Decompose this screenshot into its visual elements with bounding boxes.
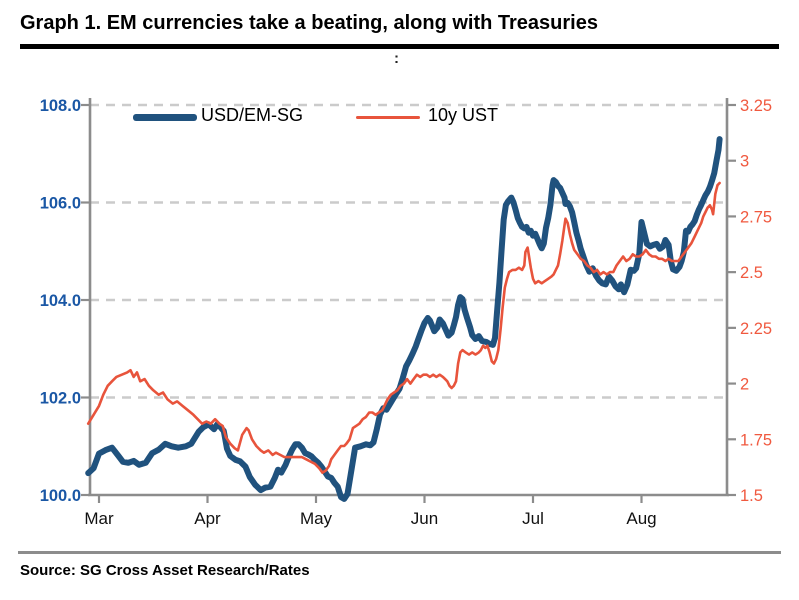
- title-underline: [20, 44, 779, 49]
- left-axis-label-106: 106.0: [40, 195, 81, 213]
- right-axis-label-2.75: 2.75: [740, 208, 772, 226]
- x-axis-label-Mar: Mar: [84, 509, 114, 528]
- x-axis-label-Aug: Aug: [626, 509, 656, 528]
- right-axis-label-2.5: 2.5: [740, 264, 763, 282]
- source-divider: [18, 551, 781, 554]
- legend-swatch-10y-ust: [356, 116, 420, 119]
- chart-plot-area: 108.0 106.0 104.0 102.0 100.0 3.25 3 2.75 2.5 2.2…: [40, 97, 772, 528]
- left-axis-label-104: 104.0: [40, 292, 81, 310]
- x-axis-label-May: May: [300, 509, 333, 528]
- x-axis-label-Apr: Apr: [194, 509, 221, 528]
- stray-colon: :: [394, 50, 399, 67]
- source-note: Source: SG Cross Asset Research/Rates: [20, 562, 310, 579]
- x-axis-label-Jul: Jul: [522, 509, 544, 528]
- chart-canvas: 108.0 106.0 104.0 102.0 100.0 3.25 3 2.75 2.5 2.2…: [40, 97, 772, 528]
- legend-label-usd-em-sg: USD/EM-SG: [201, 105, 304, 125]
- left-axis-label-102: 102.0: [40, 390, 81, 408]
- series-line-usd-em-sg: [85, 136, 723, 502]
- legend-swatch-usd-em-sg: [133, 114, 197, 121]
- right-axis-label-3.25: 3.25: [740, 97, 772, 115]
- chart-title: Graph 1. EM currencies take a beating, a…: [20, 12, 598, 34]
- right-axis-label-3: 3: [740, 153, 749, 171]
- left-axis-label-100: 100.0: [40, 487, 81, 505]
- right-axis-label-1.5: 1.5: [740, 487, 763, 505]
- left-axis-label-108: 108.0: [40, 97, 81, 115]
- x-axis-label-Jun: Jun: [411, 509, 438, 528]
- right-axis-label-2: 2: [740, 376, 749, 394]
- series-line-10y-ust: [86, 181, 721, 474]
- legend-label-10y-ust: 10y UST: [428, 105, 499, 125]
- right-axis-label-2.25: 2.25: [740, 320, 772, 338]
- right-axis-label-1.75: 1.75: [740, 431, 772, 449]
